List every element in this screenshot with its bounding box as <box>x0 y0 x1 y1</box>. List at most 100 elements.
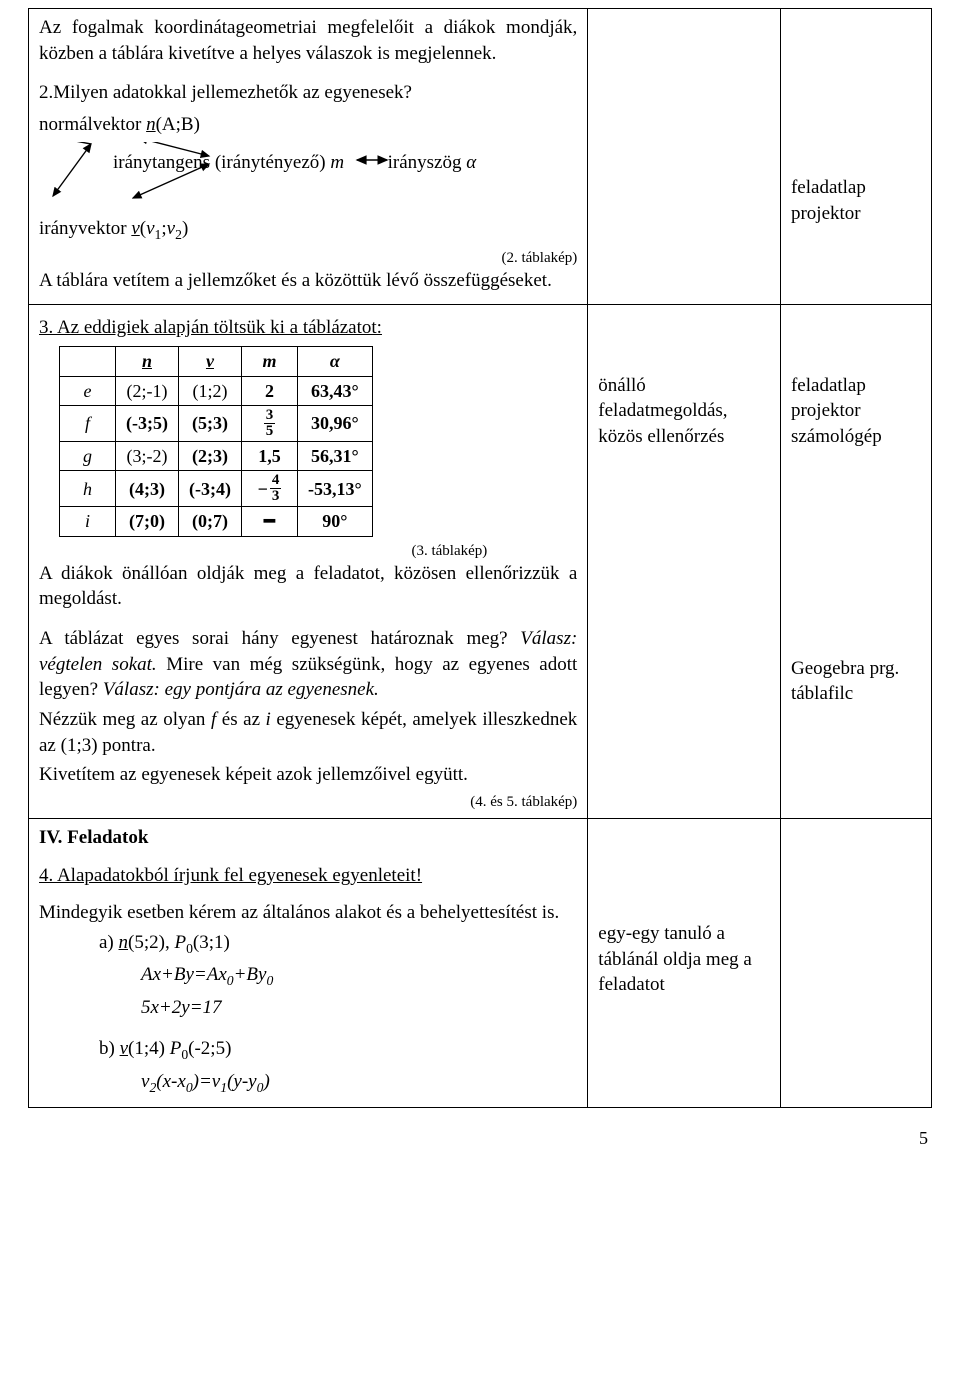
task4-intro: Mindegyik esetben kérem az általános ala… <box>39 900 577 926</box>
row2-mid-text: önálló feladatmegoldás, közös ellenőrzés <box>598 373 770 450</box>
block-row-3: IV. Feladatok 4. Alapadatokból írjunk fe… <box>29 819 932 1108</box>
b-v-args: (1;4) <box>128 1038 170 1059</box>
ans-point: Válasz: egy pontjára az egyenesnek. <box>103 679 379 700</box>
normvec-sym: n <box>146 114 156 135</box>
b-P: P <box>170 1038 182 1059</box>
lesson-plan-table: Az fogalmak koordinátageometriai megfele… <box>28 8 932 1108</box>
iranyvektor-args: (v1;v2) <box>140 218 189 239</box>
task4b-eq1: v2(x-x0)=v1(y-y0) <box>141 1069 577 1097</box>
iranyvektor-pre: irányvektor <box>39 218 131 239</box>
iranyvektor-line: irányvektor v(v1;v2) <box>39 216 577 244</box>
g-label: g <box>60 441 116 470</box>
e-v: (1;2) <box>178 376 241 405</box>
row1-right-l2: projektor <box>791 201 921 227</box>
section-iv-heading: IV. Feladatok <box>39 825 577 851</box>
tablakep-3: (3. táblakép) <box>39 541 577 561</box>
r2-right-a2: projektor <box>791 398 921 424</box>
row1-intro: Az fogalmak koordinátageometriai megfele… <box>39 15 577 66</box>
block-row-2: 3. Az eddigiek alapján töltsük ki a tábl… <box>29 304 932 818</box>
normvec-args: (A;B) <box>156 114 200 135</box>
task4a-eq2: 5x+2y=17 <box>141 995 577 1021</box>
task3-title: 3. Az eddigiek alapján töltsük ki a tábl… <box>39 315 577 341</box>
r2-right-a3: számológép <box>791 424 921 450</box>
table-row-g: g (3;-2) (2;3) 1,5 56,31° <box>60 441 373 470</box>
data-table: n v m α e (2;-1) (1;2) 2 63,43° f (-3;5)… <box>59 346 373 536</box>
question-block: A táblázat egyes sorai hány egyenest hat… <box>39 626 577 703</box>
f-n: (-3;5) <box>116 405 179 441</box>
after-table-text: A diákok önállóan oldják meg a feladatot… <box>39 561 577 612</box>
b-P-args: (-2;5) <box>188 1038 231 1059</box>
hdr-v: v <box>178 347 241 376</box>
task4-title: 4. Alapadatokból írjunk fel egyenesek eg… <box>39 863 577 889</box>
b-label: b) <box>99 1038 120 1059</box>
b-v-sym: v <box>120 1038 128 1059</box>
e-label: e <box>60 376 116 405</box>
a-P-args: (3;1) <box>193 932 230 953</box>
normalvector-line: normálvektor n(A;B) <box>39 112 577 138</box>
task4b-line1: b) v(1;4) P0(-2;5) <box>99 1036 577 1064</box>
row3-mid-text: egy-egy tanuló a táblánál oldja meg a fe… <box>598 921 770 998</box>
e-n: (2;-1) <box>116 376 179 405</box>
row1-right-l1: feladatlap <box>791 175 921 201</box>
table-row-i: i (7;0) (0;7) ━ 90° <box>60 507 373 536</box>
row3-mid: egy-egy tanuló a táblánál oldja meg a fe… <box>588 819 781 1108</box>
hdr-m: m <box>241 347 297 376</box>
r2-right-b1: Geogebra prg. <box>791 656 921 682</box>
row1-mid <box>588 9 781 305</box>
r2-right-b2: táblafilc <box>791 681 921 707</box>
relation-diagram: iránytangens (iránytényező) m irányszög … <box>39 142 577 216</box>
row3-right <box>780 819 931 1108</box>
e-m: 2 <box>241 376 297 405</box>
h-v: (-3;4) <box>178 471 241 507</box>
table-row-f: f (-3;5) (5;3) 35 30,96° <box>60 405 373 441</box>
h-n: (4;3) <box>116 471 179 507</box>
a-n-sym: n <box>119 932 129 953</box>
h-label: h <box>60 471 116 507</box>
tablakep-2: (2. táblakép) <box>39 248 577 268</box>
row3-main: IV. Feladatok 4. Alapadatokból írjunk fe… <box>29 819 588 1108</box>
i-label: i <box>60 507 116 536</box>
table-row-e: e (2;-1) (1;2) 2 63,43° <box>60 376 373 405</box>
f-v: (5;3) <box>178 405 241 441</box>
g-v: (2;3) <box>178 441 241 470</box>
f-a: 30,96° <box>297 405 372 441</box>
p-fi-lines: Nézzük meg az olyan f és az i egyenesek … <box>39 707 577 758</box>
tablakep-45: (4. és 5. táblakép) <box>39 792 577 812</box>
a-P: P <box>174 932 186 953</box>
hdr-alpha: α <box>297 347 372 376</box>
table-row-h: h (4;3) (-3;4) −43 -53,13° <box>60 471 373 507</box>
block-row-1: Az fogalmak koordinátageometriai megfele… <box>29 9 932 305</box>
hdr-blank <box>60 347 116 376</box>
data-table-header: n v m α <box>60 347 373 376</box>
p-project-images: Kivetítem az egyenesek képeit azok jelle… <box>39 762 577 788</box>
iranyvektor-sym: v <box>131 218 139 239</box>
r2-right-a1: feladatlap <box>791 373 921 399</box>
i-m: ━ <box>241 507 297 536</box>
rel-top-label: iránytangens (iránytényező) m irányszög … <box>113 150 476 176</box>
row2-main: 3. Az eddigiek alapján töltsük ki a tábl… <box>29 304 588 818</box>
e-a: 63,43° <box>297 376 372 405</box>
a-label: a) <box>99 932 119 953</box>
row1-closing: A táblára vetítem a jellemzőket és a köz… <box>39 268 577 294</box>
a-n-args: (5;2), <box>128 932 174 953</box>
row2-right: feladatlap projektor számológép Geogebra… <box>780 304 931 818</box>
row2-mid: önálló feladatmegoldás, közös ellenőrzés <box>588 304 781 818</box>
task4a-eq1: Ax+By=Ax0+By0 <box>141 962 577 990</box>
h-a: -53,13° <box>297 471 372 507</box>
i-n: (7;0) <box>116 507 179 536</box>
a-P-sub: 0 <box>186 941 193 956</box>
f-label: f <box>60 405 116 441</box>
normvec-pre: normálvektor <box>39 114 146 135</box>
g-m: 1,5 <box>241 441 297 470</box>
i-v: (0;7) <box>178 507 241 536</box>
f-m: 35 <box>241 405 297 441</box>
hdr-n: n <box>116 347 179 376</box>
row1-question2: 2.Milyen adatokkal jellemezhetők az egye… <box>39 80 577 106</box>
g-n: (3;-2) <box>116 441 179 470</box>
h-m: −43 <box>241 471 297 507</box>
g-a: 56,31° <box>297 441 372 470</box>
task4a-line1: a) n(5;2), P0(3;1) <box>99 930 577 958</box>
row1-main: Az fogalmak koordinátageometriai megfele… <box>29 9 588 305</box>
q-howmany: A táblázat egyes sorai hány egyenest hat… <box>39 628 508 649</box>
i-a: 90° <box>297 507 372 536</box>
